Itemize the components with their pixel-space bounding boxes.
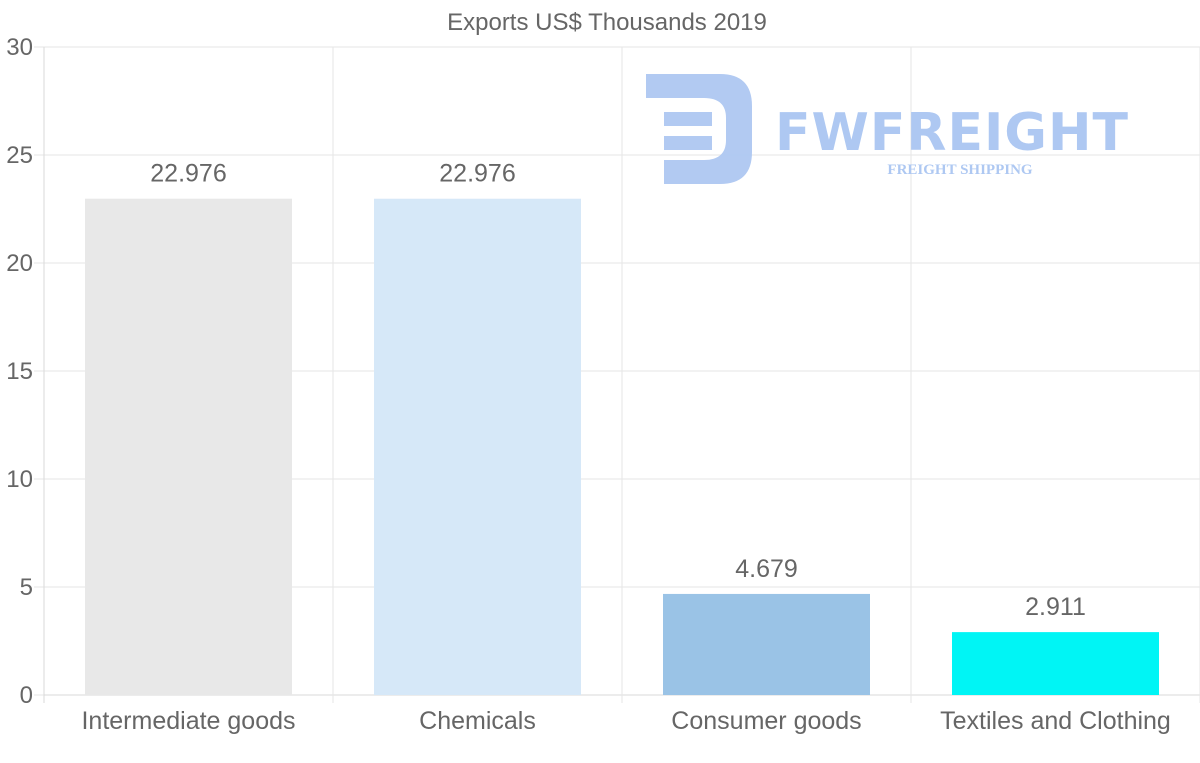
data-labels: 22.976 22.976 4.679 2.911 <box>150 160 1086 621</box>
data-label: 22.976 <box>150 160 226 188</box>
fwfreight-logo-icon <box>646 74 752 184</box>
y-tick-label: 15 <box>6 358 33 385</box>
x-tick-label: Chemicals <box>419 707 536 735</box>
bar-intermediate-goods <box>85 198 292 696</box>
bars <box>85 198 1159 696</box>
bar-chemicals <box>374 198 581 696</box>
x-axis-ticks: Intermediate goods Chemicals Consumer good… <box>81 707 1170 735</box>
bar-consumer-goods <box>663 593 870 695</box>
chart-title: Exports US$ Thousands 2019 <box>447 9 767 36</box>
watermark-brand-text: FWFREIGHT <box>775 103 1129 163</box>
data-label: 22.976 <box>439 160 515 188</box>
x-tick-label: Consumer goods <box>671 707 861 735</box>
y-tick-label: 25 <box>6 142 33 169</box>
x-tick-label: Textiles and Clothing <box>940 707 1171 735</box>
bar-textiles-and-clothing <box>952 632 1159 695</box>
y-tick-label: 0 <box>20 682 33 709</box>
y-axis-ticks: 0 5 10 15 20 25 30 <box>6 34 33 709</box>
y-tick-label: 30 <box>6 34 33 61</box>
data-label: 2.911 <box>1025 593 1086 621</box>
y-tick-label: 5 <box>20 574 33 601</box>
fwfreight-watermark: FWFREIGHT FREIGHT SHIPPING <box>646 74 1129 184</box>
x-tick-label: Intermediate goods <box>81 707 295 735</box>
watermark-tagline-text: FREIGHT SHIPPING <box>887 162 1032 178</box>
y-tick-label: 10 <box>6 466 33 493</box>
y-tick-label: 20 <box>6 250 33 277</box>
data-label: 4.679 <box>735 555 798 583</box>
